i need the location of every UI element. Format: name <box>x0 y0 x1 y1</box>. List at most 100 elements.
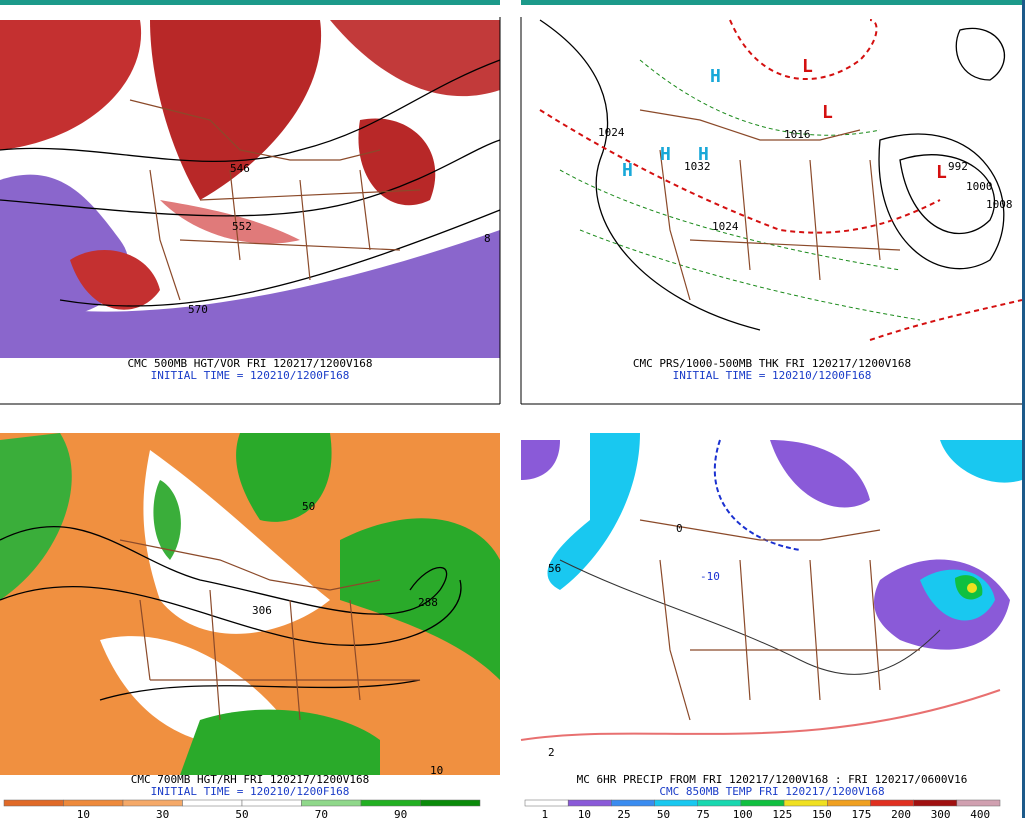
high-label: H <box>698 144 709 165</box>
colorbar-swatch <box>524 799 569 807</box>
high-label: H <box>622 160 633 181</box>
initial-time: INITIAL TIME = 120210/1200F168 <box>673 369 872 382</box>
colorbar-label: 10 <box>578 808 591 818</box>
colorbar-swatch <box>611 799 655 807</box>
colorbar-label: 50 <box>657 808 670 818</box>
map-label: 992 <box>948 160 968 173</box>
colorbar-swatch <box>783 799 828 807</box>
vort-blob <box>0 20 142 150</box>
colorbar-swatch <box>956 799 1001 807</box>
colorbar-label: 300 <box>931 808 951 818</box>
map-label: -10 <box>700 570 720 583</box>
colorbar-swatch <box>3 799 64 807</box>
caption: CMC 500MB HGT/VOR FRI 120217/1200V168 <box>127 357 372 370</box>
low-label: L <box>822 102 833 123</box>
vort-blob <box>70 250 160 310</box>
precip-max <box>967 583 977 593</box>
initial-time: INITIAL TIME = 120210/1200F168 <box>151 369 350 382</box>
map-label: 288 <box>418 596 438 609</box>
colorbar-swatch <box>241 799 302 807</box>
map-label: 1024 <box>598 126 625 139</box>
map-label: 570 <box>188 303 208 316</box>
colorbar-label: 30 <box>156 808 169 818</box>
isotherm <box>559 559 941 675</box>
rh-blob <box>153 480 181 560</box>
colorbar-swatch <box>567 799 612 807</box>
map-area <box>521 17 1022 359</box>
map-label: 0 <box>676 522 683 535</box>
initial-time: CMC 850MB TEMP FRI 120217/1200V168 <box>659 785 884 798</box>
colorbar-swatch <box>122 799 183 807</box>
map-label: 552 <box>232 220 252 233</box>
isobar <box>955 27 1006 81</box>
panel-700mb: 306 288 50 10 CMC 700MB HGT/RH FRI 12021… <box>0 433 500 821</box>
gutter <box>500 0 521 818</box>
height-contour <box>0 579 462 646</box>
map-label: 56 <box>548 562 561 575</box>
height-contour <box>0 59 501 163</box>
vort-blob <box>358 118 436 206</box>
thickness <box>559 59 921 321</box>
map-label: 1016 <box>784 128 811 141</box>
map-label: 2 <box>548 746 555 759</box>
precip-blob <box>521 440 560 480</box>
caption: CMC 700MB HGT/RH FRI 120217/1200V168 <box>131 773 369 786</box>
map-label: 50 <box>302 500 315 513</box>
rh-blob <box>143 450 330 634</box>
height-contour <box>0 525 448 615</box>
map-label: 1008 <box>986 198 1013 211</box>
colorbar-label: 70 <box>315 808 328 818</box>
isobar <box>539 19 761 331</box>
panel-500mb: 546 570 552 8 CMC 500MB HGT/VOR FRI 1202… <box>0 17 501 405</box>
map-label: 8 <box>484 232 491 245</box>
thickness <box>729 19 878 80</box>
colorbar-swatch <box>63 799 124 807</box>
colorbar-label: 1 <box>541 808 548 818</box>
colorbar-swatch <box>182 799 243 807</box>
colorbar-label: 175 <box>852 808 872 818</box>
rh-blob <box>340 518 500 680</box>
panel-precip: -10 56 2 0 MC 6HR PRECIP FROM FRI 120217… <box>520 433 1022 821</box>
rh-blob <box>180 709 380 775</box>
colorbar-swatch <box>697 799 742 807</box>
isotherm <box>713 439 801 551</box>
low-label: L <box>936 162 947 183</box>
colorbar-label: 90 <box>394 808 407 818</box>
colorbar-swatch <box>654 799 698 807</box>
map-label: 1024 <box>712 220 739 233</box>
isotherm <box>520 689 1001 741</box>
colorbar-swatch <box>870 799 914 807</box>
borders <box>119 539 420 721</box>
vort-blob <box>150 20 322 200</box>
colorbar-swatch <box>827 799 871 807</box>
colorbar-label: 50 <box>235 808 248 818</box>
colorbar-swatch <box>420 799 481 807</box>
high-label: H <box>660 144 671 165</box>
height-contour <box>0 139 501 217</box>
rh-blob <box>0 433 72 600</box>
vort-blob <box>330 20 500 97</box>
caption: MC 6HR PRECIP FROM FRI 120217/1200V168 :… <box>577 773 968 786</box>
map-label: 546 <box>230 162 250 175</box>
precip-blob <box>547 433 640 590</box>
borders <box>639 519 920 721</box>
vort-blob <box>0 230 500 358</box>
colorbar-label: 75 <box>697 808 710 818</box>
precip-blob <box>940 440 1022 483</box>
colorbar-label: 150 <box>812 808 832 818</box>
thickness <box>869 299 1023 341</box>
colorbar-swatch <box>301 799 362 807</box>
height-contour <box>59 209 501 307</box>
colorbar-label: 125 <box>772 808 792 818</box>
colorbar-label: 25 <box>617 808 630 818</box>
caption: CMC PRS/1000-500MB THK FRI 120217/1200V1… <box>633 357 911 370</box>
edge <box>1022 0 1025 818</box>
panel-prs-thk: H H H H L L L 1032 1024 1016 992 1000 10… <box>520 17 1023 405</box>
borders <box>129 99 421 301</box>
colorbar-label: 400 <box>970 808 990 818</box>
low-label: L <box>802 56 813 77</box>
colorbar-label: 10 <box>77 808 90 818</box>
high-label: H <box>710 66 721 87</box>
rh-blob <box>236 433 332 522</box>
initial-time: INITIAL TIME = 120210/1200F168 <box>151 785 350 798</box>
